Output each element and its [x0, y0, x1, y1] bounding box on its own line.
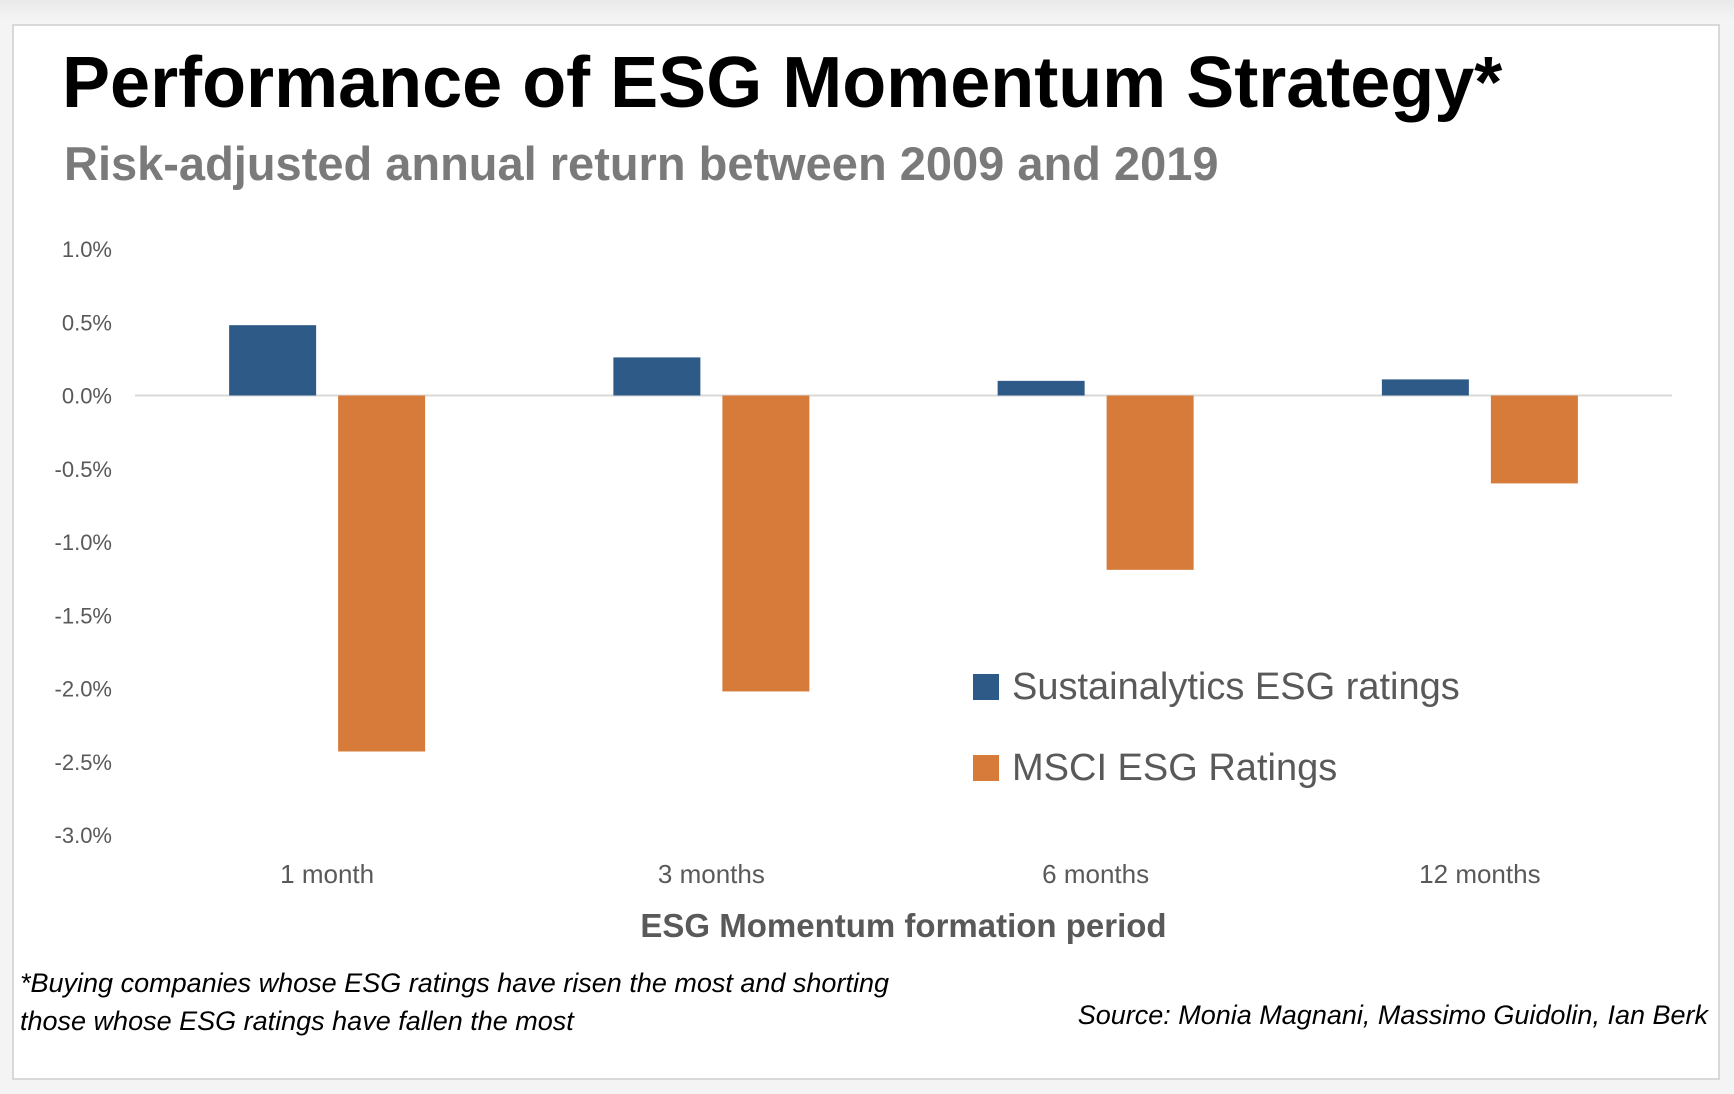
y-tick-label: 0.5%	[62, 310, 112, 335]
bar-sustainalytics	[613, 357, 701, 396]
bar-msci	[1490, 395, 1578, 484]
x-tick-label: 3 months	[658, 859, 765, 889]
x-tick-label: 6 months	[1042, 859, 1149, 889]
y-tick-label: -3.0%	[55, 823, 112, 848]
legend-swatch-msci	[973, 755, 999, 781]
legend-label-msci: MSCI ESG Ratings	[1012, 747, 1337, 789]
chart-subtitle: Risk-adjusted annual return between 2009…	[64, 137, 1219, 190]
footnote: *Buying companies whose ESG ratings have…	[20, 968, 889, 1036]
bar-sustainalytics	[1381, 379, 1469, 396]
x-axis-title: ESG Momentum formation period	[640, 907, 1166, 944]
chart-title: Performance of ESG Momentum Strategy*	[62, 43, 1503, 123]
y-tick-label: -1.0%	[55, 530, 112, 555]
y-tick-label: -2.0%	[55, 677, 112, 702]
source-note: Source: Monia Magnani, Massimo Guidolin,…	[1077, 1000, 1708, 1030]
bar-msci	[1106, 395, 1194, 570]
y-tick-label: -2.5%	[55, 750, 112, 775]
y-tick-label: 0.0%	[62, 384, 112, 409]
x-tick-label: 12 months	[1419, 859, 1540, 889]
bar-sustainalytics	[997, 380, 1085, 396]
y-tick-label: -1.5%	[55, 603, 112, 628]
bar-msci	[722, 395, 810, 692]
y-tick-label: 1.0%	[62, 237, 112, 262]
legend-swatch-sustainalytics	[973, 674, 999, 700]
bar-msci	[338, 395, 426, 752]
bar-sustainalytics	[229, 325, 317, 396]
y-tick-label: -0.5%	[55, 457, 112, 482]
chart-card	[12, 24, 1720, 1080]
x-tick-label: 1 month	[280, 859, 374, 889]
legend-label-sustainalytics: Sustainalytics ESG ratings	[1012, 666, 1460, 708]
